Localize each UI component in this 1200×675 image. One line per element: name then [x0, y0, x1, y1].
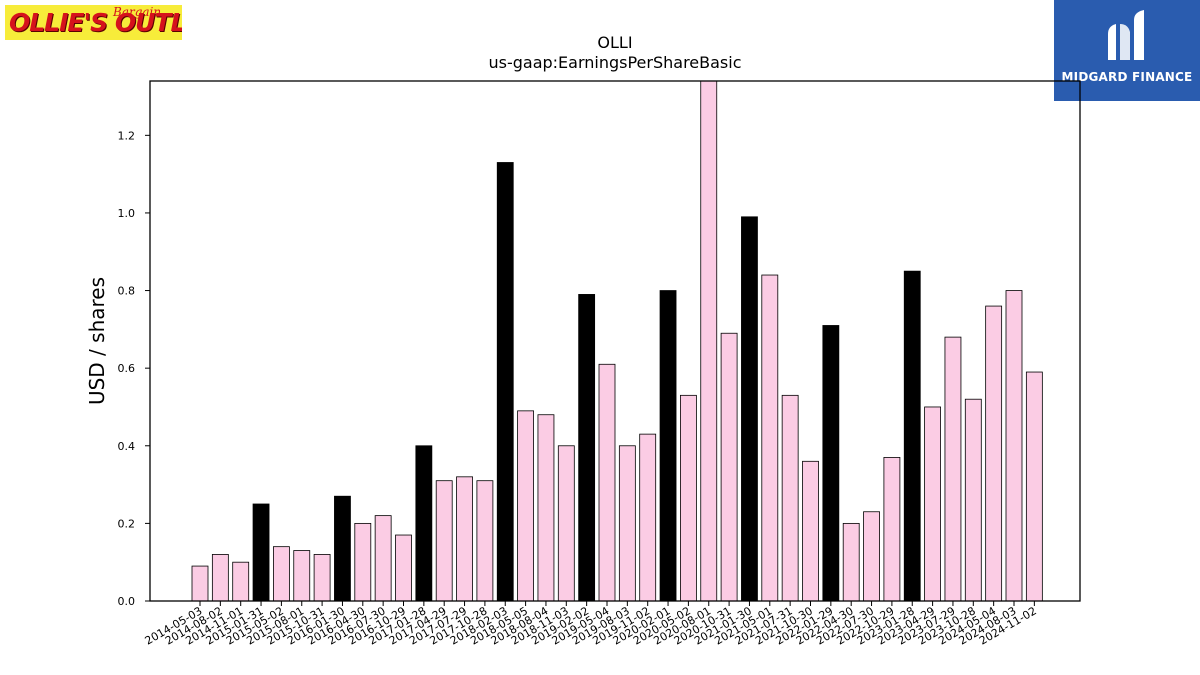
- x-ticks-group: 2014-05-032014-08-022014-11-012015-01-31…: [143, 601, 1039, 648]
- bar-2016-10-29: [395, 534, 412, 602]
- bar-2015-01-31: [252, 503, 270, 602]
- ollies-logo: Bargain OLLIE'S OUTLET: [5, 5, 182, 40]
- ollies-logo-sub: Bargain: [113, 5, 162, 19]
- bar-2023-01-28: [903, 270, 921, 602]
- bar-2020-10-31: [720, 332, 738, 602]
- bar-2020-02-01: [659, 290, 677, 602]
- plot-frame: [149, 80, 1081, 602]
- bar-2019-08-03: [618, 445, 636, 602]
- midgard-finance-logo: MIDGARD FINANCE: [1054, 0, 1200, 101]
- midgard-mark-icon: [1108, 10, 1144, 60]
- bar-2015-05-02: [272, 546, 290, 602]
- bar-2017-01-28: [415, 445, 433, 602]
- bar-2024-11-02: [1025, 371, 1043, 602]
- bar-2021-01-30: [741, 216, 758, 602]
- bar-2014-11-01: [232, 561, 250, 602]
- bar-2015-10-31: [313, 554, 331, 602]
- bar-2016-07-30: [374, 515, 392, 602]
- chart-title: OLLI: [597, 33, 632, 52]
- bar-2022-04-30: [842, 522, 860, 602]
- chart-subtitle: us-gaap:EarningsPerShareBasic: [488, 53, 741, 72]
- y-tick-label: 0.0: [118, 595, 136, 608]
- bar-2023-10-28: [964, 398, 982, 602]
- bar-2019-05-04: [598, 363, 616, 602]
- y-ticks-group: 0.0 0.2 0.4 0.6 0.8 1.0 1.2: [118, 129, 150, 608]
- bar-2024-08-03: [1005, 290, 1023, 602]
- y-tick-label: 1.0: [118, 207, 136, 220]
- bar-2020-05-02: [680, 394, 697, 602]
- bar-2021-10-30: [802, 460, 819, 602]
- bar-2022-07-30: [863, 511, 880, 602]
- bar-2018-05-05: [517, 410, 534, 602]
- bar-2018-08-04: [537, 414, 555, 602]
- bar-2022-01-29: [822, 325, 840, 602]
- bar-2018-02-03: [496, 162, 514, 602]
- bar-2021-07-31: [781, 394, 799, 602]
- bar-2017-07-29: [456, 476, 473, 602]
- bar-2021-05-01: [761, 274, 779, 602]
- midgard-brand-text: MIDGARD FINANCE: [1061, 70, 1193, 84]
- bar-2019-02-02: [578, 294, 596, 602]
- bar-2016-04-30: [354, 522, 372, 602]
- bar-2015-08-01: [293, 550, 311, 602]
- bar-2014-08-02: [211, 554, 229, 602]
- ollies-logo-main: OLLIE'S OUTLET: [9, 8, 182, 37]
- bar-2018-11-03: [557, 445, 575, 602]
- y-tick-label: 0.8: [118, 285, 136, 298]
- bars-group: [191, 80, 1043, 602]
- bar-2014-05-03: [191, 565, 209, 602]
- bar-2017-10-28: [476, 480, 494, 602]
- y-tick-label: 1.2: [118, 129, 136, 142]
- bar-2023-04-29: [924, 406, 941, 602]
- bar-2024-05-04: [985, 305, 1003, 602]
- y-tick-label: 0.2: [118, 517, 136, 530]
- y-tick-label: 0.6: [118, 362, 136, 375]
- y-tick-label: 0.4: [118, 440, 136, 453]
- bar-2020-08-01: [700, 80, 718, 602]
- bar-2022-10-29: [883, 457, 901, 602]
- bar-2023-07-29: [944, 336, 962, 602]
- bar-2019-11-02: [639, 433, 657, 602]
- bar-2016-01-30: [334, 495, 351, 602]
- bar-2017-04-29: [435, 480, 453, 602]
- y-axis-label: USD / shares: [85, 277, 109, 405]
